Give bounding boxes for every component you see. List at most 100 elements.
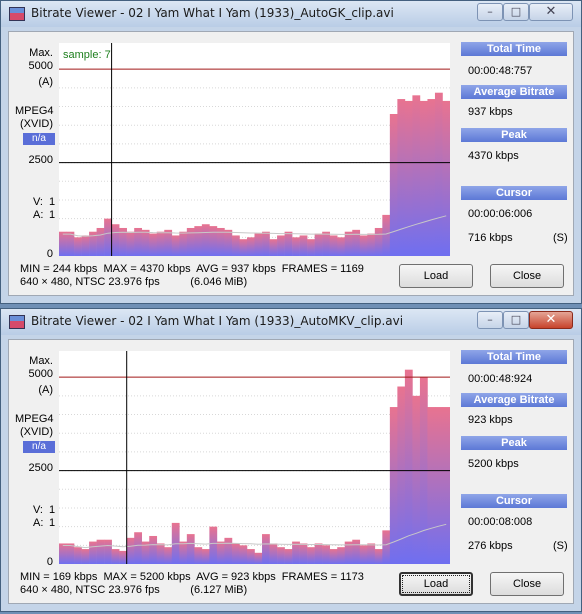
average-bitrate-value: 923 kbps <box>468 414 513 426</box>
zero-label: 0 <box>46 248 53 260</box>
bitrate-bar <box>307 239 315 256</box>
bitrate-bar <box>186 534 195 564</box>
stats-line-1: MIN = 169 kbps MAX = 5200 kbps AVG = 923… <box>20 571 364 583</box>
bitrate-bar <box>284 231 293 256</box>
bitrate-bar <box>367 233 376 256</box>
bitrate-bar <box>277 547 285 564</box>
bitrate-bar <box>329 549 338 564</box>
bitrate-bar <box>119 550 127 564</box>
bitrate-bar <box>239 239 248 256</box>
bitrate-bar <box>337 547 346 564</box>
bitrate-bar <box>104 539 112 564</box>
bitrate-bar <box>216 227 225 256</box>
bitrate-chart[interactable]: sample: 7 <box>59 43 450 256</box>
bitrate-bar <box>194 226 203 256</box>
cursor-header: Cursor <box>461 186 567 200</box>
bitrate-bar <box>434 92 443 256</box>
bitrate-bar <box>344 231 353 256</box>
bitrate-bar <box>292 541 300 564</box>
bitrate-bar <box>382 530 391 564</box>
cursor-time-value: 00:00:08:008 <box>468 516 533 528</box>
bitrate-bar <box>367 543 376 564</box>
bitrate-bar <box>277 235 285 256</box>
bitrate-bar <box>262 231 270 256</box>
maximize-button[interactable]: □ <box>503 3 529 21</box>
video-track-value: 1 <box>49 196 56 208</box>
bitrate-bar <box>134 532 143 564</box>
bitrate-chart[interactable] <box>59 351 450 564</box>
max-unit-label: (A) <box>38 384 53 396</box>
app-icon <box>9 315 25 329</box>
bitrate-bar <box>156 231 165 256</box>
codec-sub-label: (XVID) <box>20 426 53 438</box>
bitrate-bar <box>224 229 233 256</box>
bitrate-chart-svg[interactable] <box>59 43 450 256</box>
total-time-value: 00:00:48:924 <box>468 373 533 385</box>
bitrate-bar <box>59 231 67 256</box>
average-bitrate-header: Average Bitrate <box>461 393 567 407</box>
cursor-rate-value: 276 kbps <box>468 540 513 552</box>
bitrate-bar <box>239 545 248 564</box>
average-bitrate-header: Average Bitrate <box>461 85 567 99</box>
video-track-value: 1 <box>49 504 56 516</box>
window-close-button[interactable]: ✕ <box>529 311 573 329</box>
bitrate-viewer-window-2: Bitrate Viewer - 02 I Yam What I Yam (19… <box>0 308 582 612</box>
stats-line-1: MIN = 244 kbps MAX = 4370 kbps AVG = 937… <box>20 263 364 275</box>
bitrate-bar <box>231 543 240 564</box>
load-button[interactable]: Load <box>399 572 473 596</box>
bitrate-bar <box>201 224 210 256</box>
bitrate-bar <box>81 235 90 256</box>
window-close-button[interactable]: ✕ <box>529 3 573 21</box>
maximize-button[interactable]: □ <box>503 311 529 329</box>
bitrate-bar <box>262 534 270 564</box>
bitrate-bar <box>134 227 143 256</box>
bitrate-bar <box>66 543 75 564</box>
close-button[interactable]: Close <box>490 264 564 288</box>
bitrate-bar <box>314 543 323 564</box>
bitrate-bar <box>337 237 346 256</box>
load-button[interactable]: Load <box>399 264 473 288</box>
bitrate-bar <box>141 541 150 564</box>
bitrate-bar <box>126 231 135 256</box>
close-button[interactable]: Close <box>490 572 564 596</box>
bitrate-bar <box>397 99 406 256</box>
bitrate-bar <box>404 369 413 564</box>
codec-sub-label: (XVID) <box>20 118 53 130</box>
title-bar[interactable]: Bitrate Viewer - 02 I Yam What I Yam (19… <box>1 309 581 335</box>
title-bar[interactable]: Bitrate Viewer - 02 I Yam What I Yam (19… <box>1 1 581 27</box>
audio-track-value: 1 <box>49 209 56 221</box>
average-trend-line <box>62 215 447 237</box>
minimize-button[interactable]: – <box>477 3 503 21</box>
codec-label: MPEG4 <box>15 413 54 425</box>
cursor-unit-label: (S) <box>553 540 568 552</box>
load-button-label: Load <box>423 270 449 282</box>
bitrate-bar <box>209 526 218 564</box>
cursor-time-value: 00:00:06:006 <box>468 208 533 220</box>
bitrate-bar <box>89 541 97 564</box>
peak-value: 5200 kbps <box>468 458 519 470</box>
cursor-unit-label: (S) <box>553 232 568 244</box>
bitrate-bar <box>427 99 436 256</box>
bitrate-bar <box>412 95 421 256</box>
bitrate-chart-svg[interactable] <box>59 351 450 564</box>
bitrate-bar <box>59 543 67 564</box>
bitrate-bar <box>81 549 90 564</box>
cursor-header: Cursor <box>461 494 567 508</box>
max-label: Max. <box>29 355 53 367</box>
bitrate-bar <box>359 545 368 564</box>
audio-track-label: A: <box>33 517 44 529</box>
bitrate-bar <box>434 407 443 564</box>
bitrate-bar <box>359 235 368 256</box>
bitrate-bar <box>111 549 120 564</box>
bitrate-bar <box>74 547 82 564</box>
bitrate-bar <box>171 235 180 256</box>
bitrate-bar <box>389 114 398 256</box>
bitrate-bar <box>427 407 436 564</box>
minimize-button[interactable]: – <box>477 311 503 329</box>
bitrate-bar <box>111 224 120 256</box>
bitrate-bar <box>419 100 428 256</box>
bitrate-bar <box>344 541 353 564</box>
bitrate-bar <box>397 386 406 564</box>
bitrate-viewer-window-1: Bitrate Viewer - 02 I Yam What I Yam (19… <box>0 0 582 304</box>
max-value-label: 5000 <box>28 368 53 380</box>
